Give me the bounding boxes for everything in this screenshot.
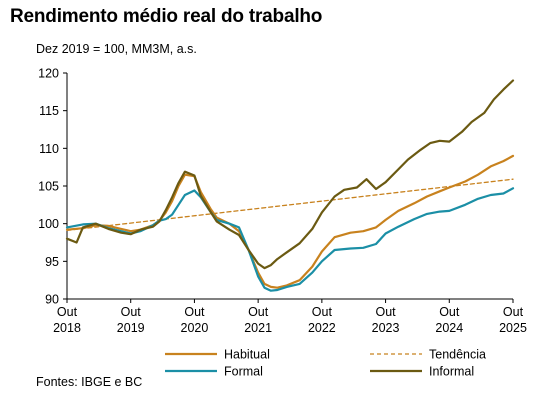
legend: Habitual Tendência Formal Informal	[165, 348, 486, 379]
x-tick-label-year: 2023	[372, 321, 400, 335]
source-note: Fontes: IBGE e BC	[36, 375, 143, 389]
series-line-formal	[65, 187, 515, 292]
y-tick-label: 105	[38, 180, 59, 194]
x-tick-label-month: Out	[503, 305, 524, 319]
chart-subtitle: Dez 2019 = 100, MM3M, a.s.	[36, 42, 197, 56]
legend-label-formal: Formal	[224, 365, 263, 379]
y-tick-label: 90	[45, 293, 59, 307]
series-line-informal	[65, 79, 515, 270]
x-tick-label-month: Out	[312, 305, 333, 319]
series-line-habitual	[65, 154, 515, 289]
x-tick-label-month: Out	[184, 305, 205, 319]
series-line-tend-ncia	[66, 178, 514, 232]
legend-label-habitual: Habitual	[224, 348, 270, 362]
chart-title: Rendimento médio real do trabalho	[10, 6, 323, 27]
x-tick-label-month: Out	[57, 305, 78, 319]
y-tick-label: 100	[38, 217, 59, 231]
x-tick-label-month: Out	[248, 305, 269, 319]
x-tick-label-year: 2024	[435, 321, 463, 335]
legend-label-informal: Informal	[429, 365, 474, 379]
y-tick-label: 110	[39, 142, 59, 156]
y-tick-label: 120	[38, 67, 59, 81]
x-tick-label-year: 2020	[181, 321, 209, 335]
legend-label-tend-ncia: Tendência	[429, 348, 486, 362]
x-tick-label-year: 2025	[499, 321, 527, 335]
y-tick-label: 115	[39, 104, 59, 118]
x-tick-label-month: Out	[439, 305, 460, 319]
y-tick-label: 95	[45, 255, 59, 269]
axes: 90 95 100 105 110 115 120 Out 2018 Out 2019 Out 2020…	[38, 67, 527, 336]
x-tick-label-year: 2021	[244, 321, 272, 335]
x-tick-label-year: 2019	[117, 321, 145, 335]
x-tick-label-month: Out	[375, 305, 396, 319]
series-lines	[65, 79, 515, 292]
x-tick-label-year: 2022	[308, 321, 336, 335]
x-tick-label-month: Out	[121, 305, 142, 319]
x-tick-label-year: 2018	[53, 321, 81, 335]
